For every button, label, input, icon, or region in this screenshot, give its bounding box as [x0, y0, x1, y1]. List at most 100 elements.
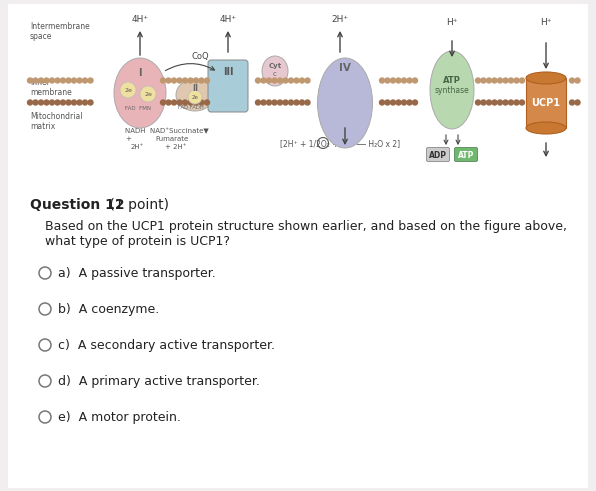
Circle shape	[204, 78, 210, 83]
Circle shape	[305, 100, 310, 105]
Circle shape	[49, 100, 54, 105]
Text: Mitochondrial
matrix: Mitochondrial matrix	[30, 112, 82, 132]
Circle shape	[508, 100, 514, 105]
Circle shape	[481, 78, 486, 83]
Circle shape	[182, 100, 188, 105]
Circle shape	[82, 78, 88, 83]
Text: Intermembrane
space: Intermembrane space	[30, 22, 90, 41]
Circle shape	[498, 78, 502, 83]
Circle shape	[407, 100, 412, 105]
Circle shape	[570, 78, 575, 83]
Circle shape	[55, 78, 60, 83]
Ellipse shape	[526, 72, 566, 84]
Circle shape	[486, 78, 492, 83]
Circle shape	[49, 78, 54, 83]
Text: [2H⁺ + 1/2O₂ + 2e⁻ ── H₂O x 2]: [2H⁺ + 1/2O₂ + 2e⁻ ── H₂O x 2]	[280, 139, 400, 148]
Ellipse shape	[262, 56, 288, 86]
Circle shape	[288, 100, 293, 105]
Circle shape	[61, 100, 66, 105]
FancyBboxPatch shape	[8, 4, 588, 488]
Text: +: +	[125, 136, 131, 142]
Circle shape	[283, 78, 288, 83]
Text: 4H⁺: 4H⁺	[132, 15, 148, 24]
Circle shape	[272, 78, 277, 83]
Circle shape	[188, 90, 202, 104]
Circle shape	[503, 78, 508, 83]
Circle shape	[39, 100, 44, 105]
Text: 2e: 2e	[124, 87, 132, 92]
Circle shape	[476, 78, 480, 83]
Circle shape	[256, 100, 260, 105]
Circle shape	[300, 100, 305, 105]
Circle shape	[396, 100, 401, 105]
Circle shape	[300, 78, 305, 83]
Circle shape	[261, 100, 266, 105]
Text: 4H⁺: 4H⁺	[219, 15, 237, 24]
Circle shape	[160, 100, 166, 105]
Circle shape	[55, 100, 60, 105]
Circle shape	[396, 78, 401, 83]
Circle shape	[481, 100, 486, 105]
Circle shape	[182, 78, 188, 83]
Circle shape	[288, 78, 293, 83]
Text: ATP: ATP	[458, 151, 474, 160]
Text: II: II	[192, 83, 198, 92]
Text: 2H⁺: 2H⁺	[331, 15, 349, 24]
Text: H⁺: H⁺	[446, 18, 458, 27]
Ellipse shape	[430, 51, 474, 129]
Circle shape	[266, 78, 272, 83]
Circle shape	[140, 86, 156, 102]
Text: e)  A motor protein.: e) A motor protein.	[58, 410, 181, 424]
Circle shape	[188, 100, 193, 105]
Circle shape	[44, 78, 49, 83]
Circle shape	[514, 78, 519, 83]
Circle shape	[486, 100, 492, 105]
Circle shape	[402, 78, 406, 83]
Circle shape	[570, 100, 575, 105]
Circle shape	[575, 78, 580, 83]
Circle shape	[492, 100, 497, 105]
Text: I: I	[138, 68, 142, 78]
Text: + 2H⁺: + 2H⁺	[165, 144, 187, 150]
Text: Inner
membrane: Inner membrane	[30, 78, 72, 97]
Text: 2H⁺: 2H⁺	[131, 144, 144, 150]
Ellipse shape	[176, 79, 214, 111]
Circle shape	[256, 78, 260, 83]
Circle shape	[166, 78, 171, 83]
Ellipse shape	[114, 58, 166, 128]
Text: IV: IV	[339, 63, 351, 73]
Circle shape	[503, 100, 508, 105]
Text: c)  A secondary active transporter.: c) A secondary active transporter.	[58, 338, 275, 352]
FancyBboxPatch shape	[455, 147, 477, 162]
Text: Cyt: Cyt	[268, 63, 282, 69]
Text: synthase: synthase	[434, 85, 470, 94]
Circle shape	[27, 78, 33, 83]
Ellipse shape	[526, 122, 566, 134]
Circle shape	[514, 100, 519, 105]
Circle shape	[390, 78, 396, 83]
Text: H⁺: H⁺	[540, 18, 552, 27]
Ellipse shape	[318, 58, 372, 148]
Text: d)  A primary active transporter.: d) A primary active transporter.	[58, 375, 260, 387]
Circle shape	[66, 100, 71, 105]
Circle shape	[390, 100, 396, 105]
Circle shape	[72, 78, 76, 83]
Text: (1 point): (1 point)	[105, 198, 169, 212]
Text: UCP1: UCP1	[532, 98, 560, 108]
Circle shape	[278, 100, 283, 105]
Circle shape	[27, 100, 33, 105]
Circle shape	[575, 100, 580, 105]
Circle shape	[492, 78, 497, 83]
Circle shape	[61, 78, 66, 83]
Circle shape	[44, 100, 49, 105]
Circle shape	[380, 78, 384, 83]
FancyBboxPatch shape	[526, 78, 566, 128]
Text: Question 12: Question 12	[30, 198, 125, 212]
Circle shape	[402, 100, 406, 105]
Circle shape	[177, 100, 182, 105]
Circle shape	[88, 78, 93, 83]
Text: NADH  NAD⁺Succinate▼: NADH NAD⁺Succinate▼	[125, 128, 209, 135]
Circle shape	[88, 100, 93, 105]
Circle shape	[166, 100, 171, 105]
Circle shape	[380, 100, 384, 105]
